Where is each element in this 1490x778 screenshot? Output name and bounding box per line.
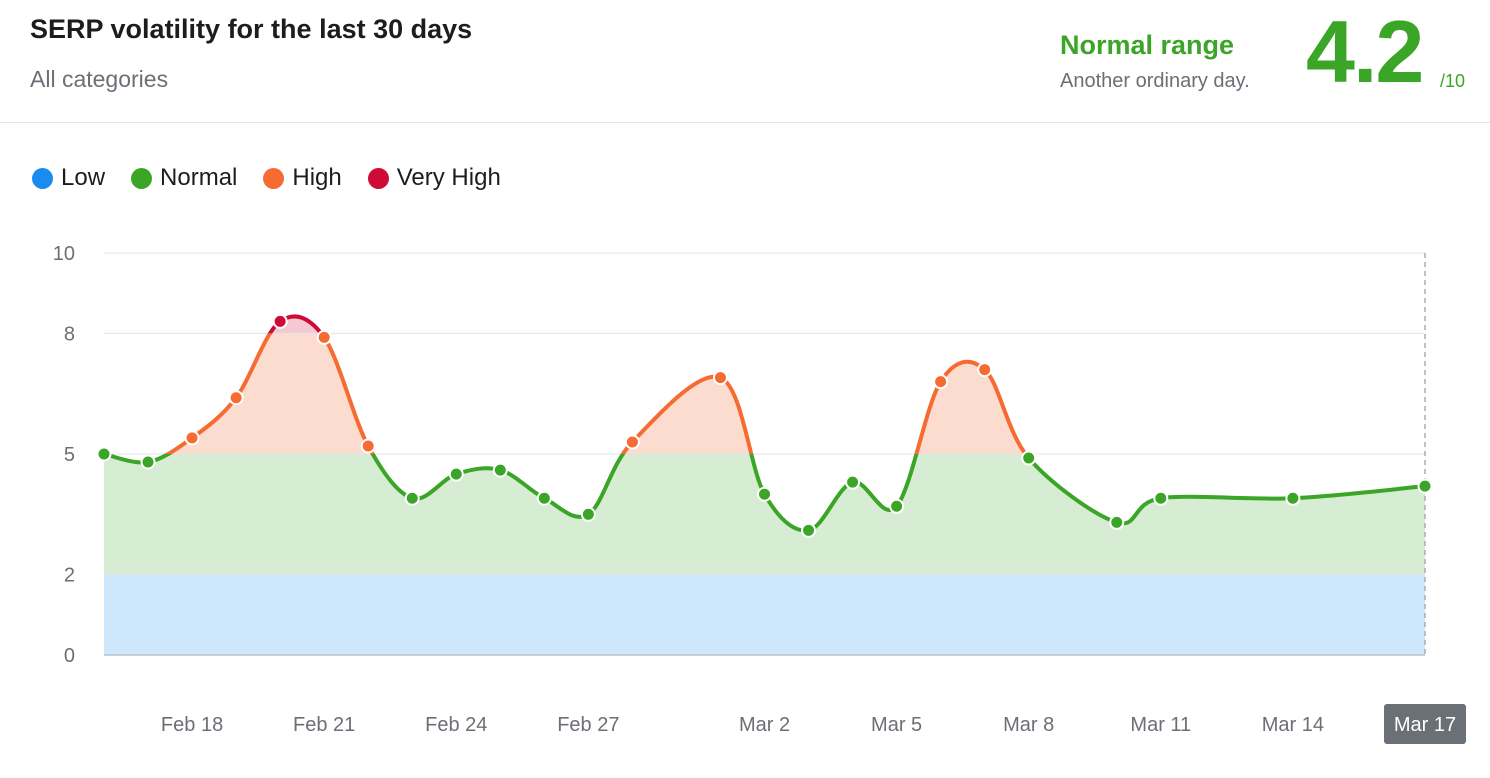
data-point: [801, 522, 817, 538]
data-point: [536, 490, 552, 506]
series-line-normal: [102, 454, 1427, 533]
y-tick-label: 8: [64, 323, 75, 345]
data-point: [272, 313, 288, 329]
data-point: [1417, 478, 1433, 494]
y-axis: 0 2 5 8 10: [53, 243, 75, 667]
data-point: [889, 498, 905, 514]
x-tick-label: Mar 11: [1130, 714, 1191, 736]
legend-item-normal[interactable]: Normal: [131, 164, 237, 192]
chart-legend: Low Normal High Very High: [32, 164, 501, 192]
legend-label-normal: Normal: [160, 164, 238, 191]
band-layer: [104, 316, 1425, 655]
chart-title: SERP volatility for the last 30 days: [30, 14, 473, 44]
status-description: Another ordinary day.: [1060, 70, 1250, 92]
legend-dot-high: [263, 167, 285, 189]
x-tick-label-active: Mar 17: [1394, 714, 1456, 736]
data-point: [404, 490, 420, 506]
series-points: [96, 313, 1433, 538]
data-point: [360, 438, 376, 454]
data-point: [624, 434, 640, 450]
data-point: [96, 446, 112, 462]
y-tick-label: 2: [64, 565, 75, 587]
y-tick-label: 5: [64, 444, 75, 466]
legend-label-very-high: Very High: [396, 164, 501, 191]
chart-header: SERP volatility for the last 30 days All…: [0, 0, 1490, 123]
data-point: [1153, 490, 1169, 506]
legend-item-low[interactable]: Low: [32, 164, 105, 192]
data-point: [845, 474, 861, 490]
x-tick-label: Mar 2: [739, 714, 790, 736]
x-tick-label: Mar 5: [871, 714, 922, 736]
data-point: [712, 370, 728, 386]
data-point: [184, 430, 200, 446]
active-tick-badge: [1384, 704, 1466, 744]
x-tick-label: Feb 21: [293, 714, 355, 736]
legend-dot-very-high: [367, 167, 389, 189]
legend-dot-normal: [131, 167, 153, 189]
status-label: Normal range: [1060, 30, 1235, 60]
band-fill-normal: [104, 454, 1425, 575]
data-point: [1109, 514, 1125, 530]
volatility-score: 4.2: [1306, 2, 1424, 101]
y-tick-label: 0: [64, 645, 75, 667]
data-point: [580, 506, 596, 522]
x-tick-label: Mar 8: [1003, 714, 1054, 736]
data-point: [228, 390, 244, 406]
band-fill-high: [168, 333, 1026, 454]
data-point: [1285, 490, 1301, 506]
x-tick-label: Feb 18: [161, 714, 223, 736]
x-tick-label: Feb 27: [557, 714, 619, 736]
series-line-high: [102, 333, 1029, 454]
legend-item-very-high[interactable]: Very High: [367, 164, 501, 192]
data-point: [933, 374, 949, 390]
x-tick-label: Mar 14: [1262, 714, 1324, 736]
series-line-very-high: [267, 314, 324, 334]
data-point: [757, 486, 772, 502]
data-point: [448, 466, 464, 482]
data-point: [316, 329, 332, 345]
y-tick-label: 10: [53, 243, 75, 265]
data-point: [492, 462, 508, 478]
legend-item-high[interactable]: High: [263, 164, 342, 192]
category-filter[interactable]: All categories: [30, 66, 169, 92]
legend-label-low: Low: [61, 164, 106, 191]
grid-layer: [104, 252, 1425, 656]
band-fill-low: [104, 574, 1425, 655]
legend-label-high: High: [292, 164, 342, 191]
score-max: /10: [1440, 71, 1466, 91]
data-point: [977, 362, 993, 378]
x-tick-label: Feb 24: [425, 714, 487, 736]
data-point: [140, 454, 156, 470]
series-line: [102, 314, 1427, 533]
data-point: [1021, 450, 1037, 466]
x-axis: Feb 18 Feb 21 Feb 24 Feb 27 Mar 2 Mar 5 Mar 8 M…: [161, 704, 1466, 744]
legend-dot-low: [32, 167, 53, 189]
